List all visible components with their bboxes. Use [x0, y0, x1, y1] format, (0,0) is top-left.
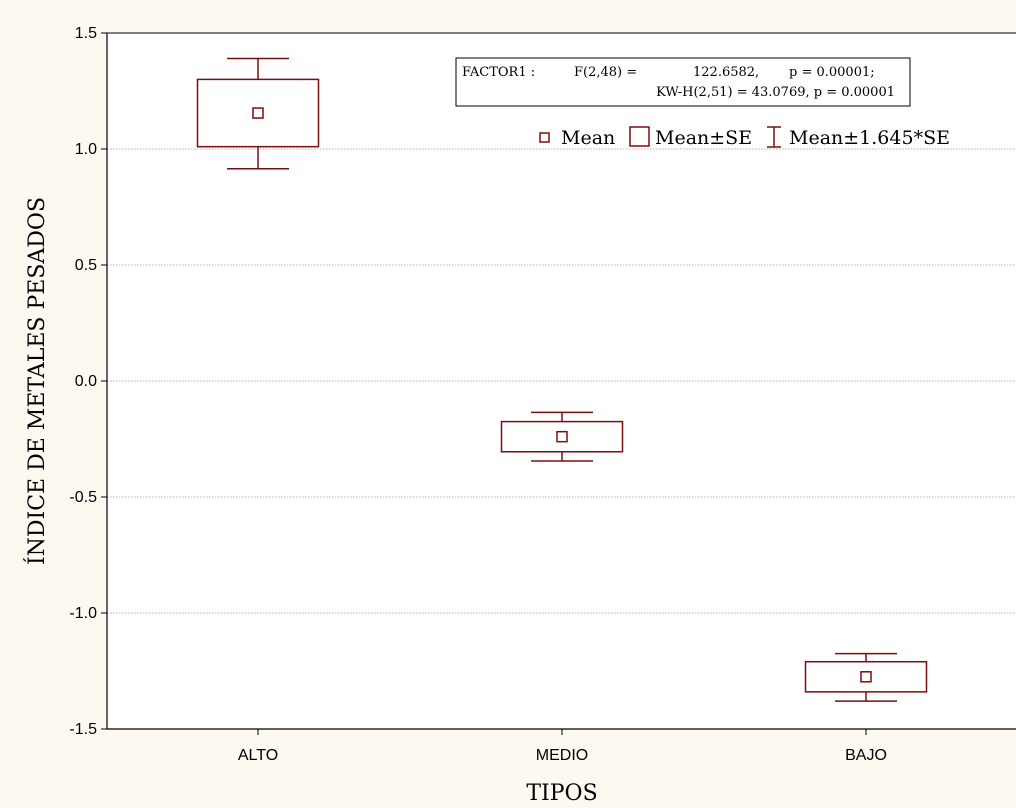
y-tick-label: 0.5 — [75, 257, 97, 274]
stats-f-value: 122.6582, — [693, 65, 759, 80]
x-tick-layer: ALTO MEDIO BAJO — [238, 729, 887, 764]
se-box — [196, 78, 320, 148]
se-box — [500, 420, 624, 453]
legend-whisker-label: Mean±1.645*SE — [789, 127, 950, 149]
legend-mean-marker — [539, 132, 550, 143]
legend: Mean Mean±SE Mean±1.645*SE — [539, 126, 950, 149]
x-tick-label: BAJO — [845, 747, 887, 764]
y-tick-label: 1.0 — [75, 141, 97, 158]
y-tick-label: -1.5 — [69, 721, 97, 738]
box-group — [804, 652, 928, 702]
legend-se-label: Mean±SE — [655, 127, 752, 149]
y-axis-title: ÍNDICE DE METALES PESADOS — [23, 197, 50, 565]
x-tick-label: MEDIO — [536, 747, 588, 764]
y-tick-layer: 1.5 1.0 0.5 0.0 -0.5 -1.0 -1.5 — [69, 25, 107, 738]
y-tick-label: -0.5 — [69, 489, 97, 506]
box-group — [196, 57, 320, 170]
stats-f-label: F(2,48) = — [574, 65, 637, 80]
stats-p-value: p = 0.00001; — [789, 65, 875, 80]
legend-mean-label: Mean — [561, 127, 615, 149]
legend-se-marker — [629, 126, 650, 147]
mean-marker — [556, 430, 568, 443]
stats-factor-label: FACTOR1 : — [462, 65, 535, 80]
y-tick-label: -1.0 — [69, 605, 97, 622]
y-tick-label: 0.0 — [75, 373, 97, 390]
mean-marker — [252, 107, 264, 119]
y-tick-label: 1.5 — [75, 25, 97, 42]
x-axis-title: TIPOS — [526, 781, 597, 806]
mean-marker — [860, 671, 872, 683]
stats-box: FACTOR1 : F(2,48) = 122.6582, p = 0.0000… — [455, 57, 911, 107]
x-tick-label: ALTO — [238, 747, 278, 764]
box-group — [500, 411, 624, 462]
legend-whisker-marker — [767, 126, 781, 148]
se-box — [804, 660, 928, 693]
stats-kw-line: KW-H(2,51) = 43.0769, p = 0.00001 — [656, 85, 895, 100]
box-layer — [196, 57, 928, 702]
stats-box-frame — [455, 57, 911, 107]
